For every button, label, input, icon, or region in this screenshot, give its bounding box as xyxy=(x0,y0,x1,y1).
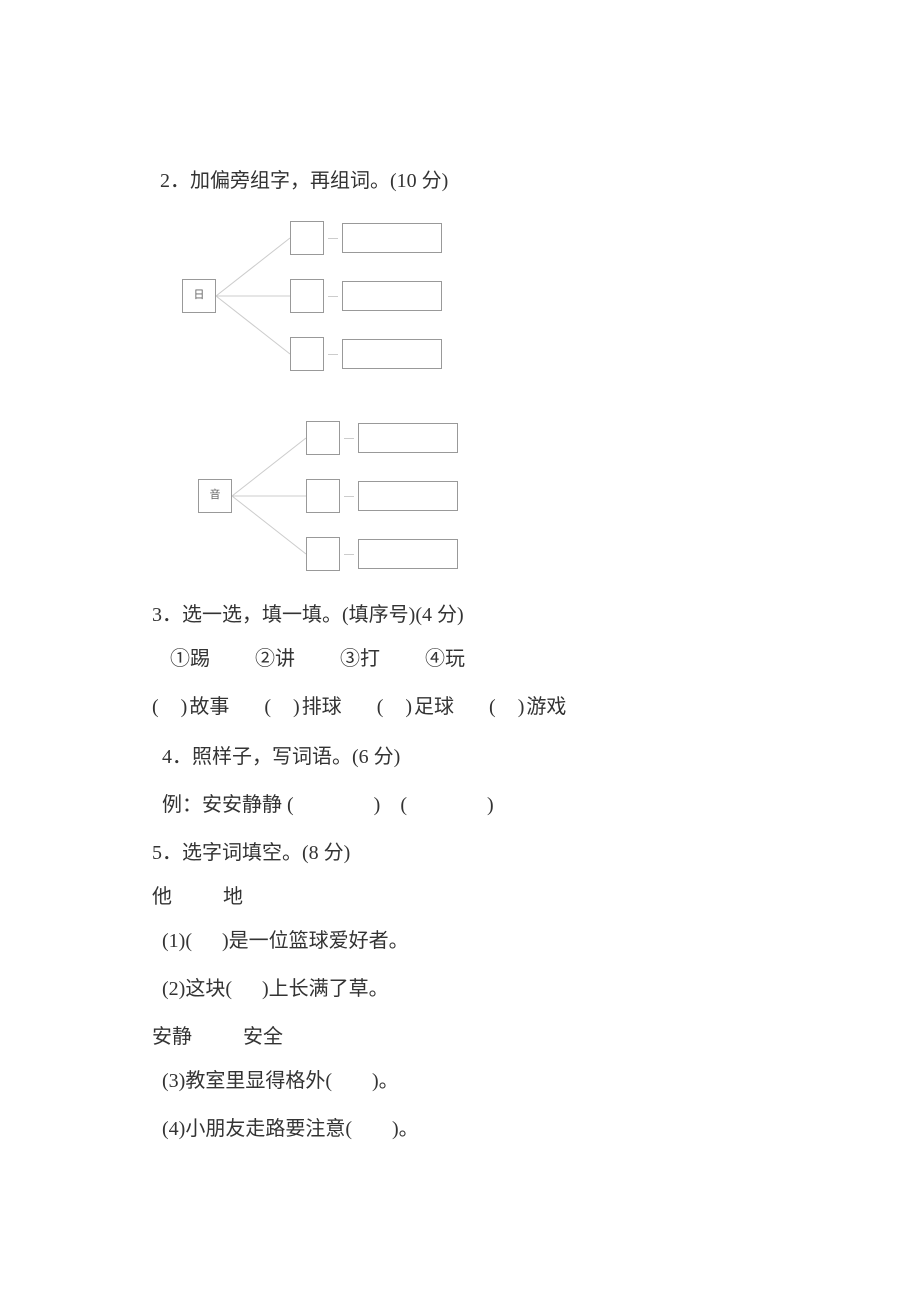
fill-blank[interactable] xyxy=(273,691,293,723)
fill-blank[interactable] xyxy=(352,1113,392,1145)
branch-lines-icon xyxy=(216,209,290,379)
q5-item-1: (1)( )是一位篮球爱好者。 xyxy=(162,925,768,957)
paren-open: ( xyxy=(264,696,273,718)
connector-line xyxy=(344,438,354,439)
q2-diagram-1: 日 xyxy=(182,209,768,379)
pair-option-a: 安静 xyxy=(152,1021,192,1053)
blank-word: 排球 xyxy=(302,696,342,718)
paren-close: ) xyxy=(293,696,302,718)
q4-title: 4．照样子，写词语。(6 分) xyxy=(162,741,768,773)
word-box[interactable] xyxy=(358,539,458,569)
fill-blank[interactable] xyxy=(498,691,518,723)
example-prefix: 例：安安静静 xyxy=(162,794,282,816)
fill-blank[interactable] xyxy=(385,691,405,723)
q5-pair-1: 他 地 xyxy=(152,881,768,913)
q3-title: 3．选一选，填一填。(填序号)(4 分) xyxy=(152,599,768,631)
word-box[interactable] xyxy=(342,281,442,311)
char-box[interactable] xyxy=(290,221,324,255)
q5-item-4: (4)小朋友走路要注意( )。 xyxy=(162,1113,768,1145)
connector-line xyxy=(328,296,338,297)
option-1: ①踢 xyxy=(170,643,210,675)
word-box[interactable] xyxy=(342,339,442,369)
paren-close: ) xyxy=(405,696,414,718)
item-prefix: (1)( xyxy=(162,930,192,952)
item-tail: )。 xyxy=(372,1070,399,1092)
connector-line xyxy=(344,496,354,497)
option-4: ④玩 xyxy=(425,643,465,675)
pair-option-a: 他 xyxy=(152,881,172,913)
word-box[interactable] xyxy=(342,223,442,253)
blank-group: ( )游戏 xyxy=(489,691,566,723)
branch-row xyxy=(306,421,458,455)
fill-blank[interactable] xyxy=(232,973,262,1005)
q4-example: 例：安安静静 ( ) ( ) xyxy=(162,789,768,821)
blank-word: 足球 xyxy=(414,696,454,718)
branch-lines-icon xyxy=(232,409,306,579)
q2-title: 2．加偏旁组字，再组词。(10 分) xyxy=(160,165,768,197)
option-3: ③打 xyxy=(340,643,380,675)
option-2: ②讲 xyxy=(255,643,295,675)
blank-group: ( )故事 xyxy=(152,691,229,723)
blank-word: 游戏 xyxy=(526,696,566,718)
branch-diagram: 日 xyxy=(182,209,442,379)
branch-row xyxy=(290,221,442,255)
word-box[interactable] xyxy=(358,423,458,453)
char-box[interactable] xyxy=(306,479,340,513)
branch-row xyxy=(306,537,458,571)
q5-pair-2: 安静 安全 xyxy=(152,1021,768,1053)
char-box[interactable] xyxy=(290,337,324,371)
blank-group: ( )足球 xyxy=(377,691,454,723)
root-box[interactable]: 日 xyxy=(182,279,216,313)
q5-title: 5．选字词填空。(8 分) xyxy=(152,837,768,869)
item-tail: )上长满了草。 xyxy=(262,978,389,1000)
connector-line xyxy=(328,238,338,239)
branch-row xyxy=(290,337,442,371)
connector-line xyxy=(328,354,338,355)
char-box[interactable] xyxy=(290,279,324,313)
item-tail: )。 xyxy=(392,1118,419,1140)
blank-word: 故事 xyxy=(189,696,229,718)
q5-item-2: (2)这块( )上长满了草。 xyxy=(162,973,768,1005)
connector-line xyxy=(344,554,354,555)
pair-option-b: 安全 xyxy=(243,1021,283,1053)
q2-diagram-2: 音 xyxy=(198,409,768,579)
item-tail: )是一位篮球爱好者。 xyxy=(222,930,409,952)
item-prefix: (2)这块( xyxy=(162,978,232,1000)
fill-blank[interactable] xyxy=(192,925,222,957)
q5-item-3: (3)教室里显得格外( )。 xyxy=(162,1065,768,1097)
branch-diagram: 音 xyxy=(198,409,458,579)
example-blank-1[interactable]: ( ) xyxy=(287,794,380,816)
paren-open: ( xyxy=(152,696,161,718)
blank-group: ( )排球 xyxy=(264,691,341,723)
pair-option-b: 地 xyxy=(223,881,243,913)
paren-open: ( xyxy=(489,696,498,718)
paren-open: ( xyxy=(377,696,386,718)
branch-row xyxy=(306,479,458,513)
q3-options: ①踢 ②讲 ③打 ④玩 xyxy=(170,643,768,675)
branch-row xyxy=(290,279,442,313)
char-box[interactable] xyxy=(306,537,340,571)
char-box[interactable] xyxy=(306,421,340,455)
fill-blank[interactable] xyxy=(332,1065,372,1097)
word-box[interactable] xyxy=(358,481,458,511)
example-blank-2[interactable]: ( ) xyxy=(400,794,493,816)
item-prefix: (3)教室里显得格外( xyxy=(162,1070,332,1092)
item-prefix: (4)小朋友走路要注意( xyxy=(162,1118,352,1140)
root-box[interactable]: 音 xyxy=(198,479,232,513)
fill-blank[interactable] xyxy=(161,691,181,723)
q3-blanks: ( )故事 ( )排球 ( )足球 ( )游戏 xyxy=(152,691,768,723)
